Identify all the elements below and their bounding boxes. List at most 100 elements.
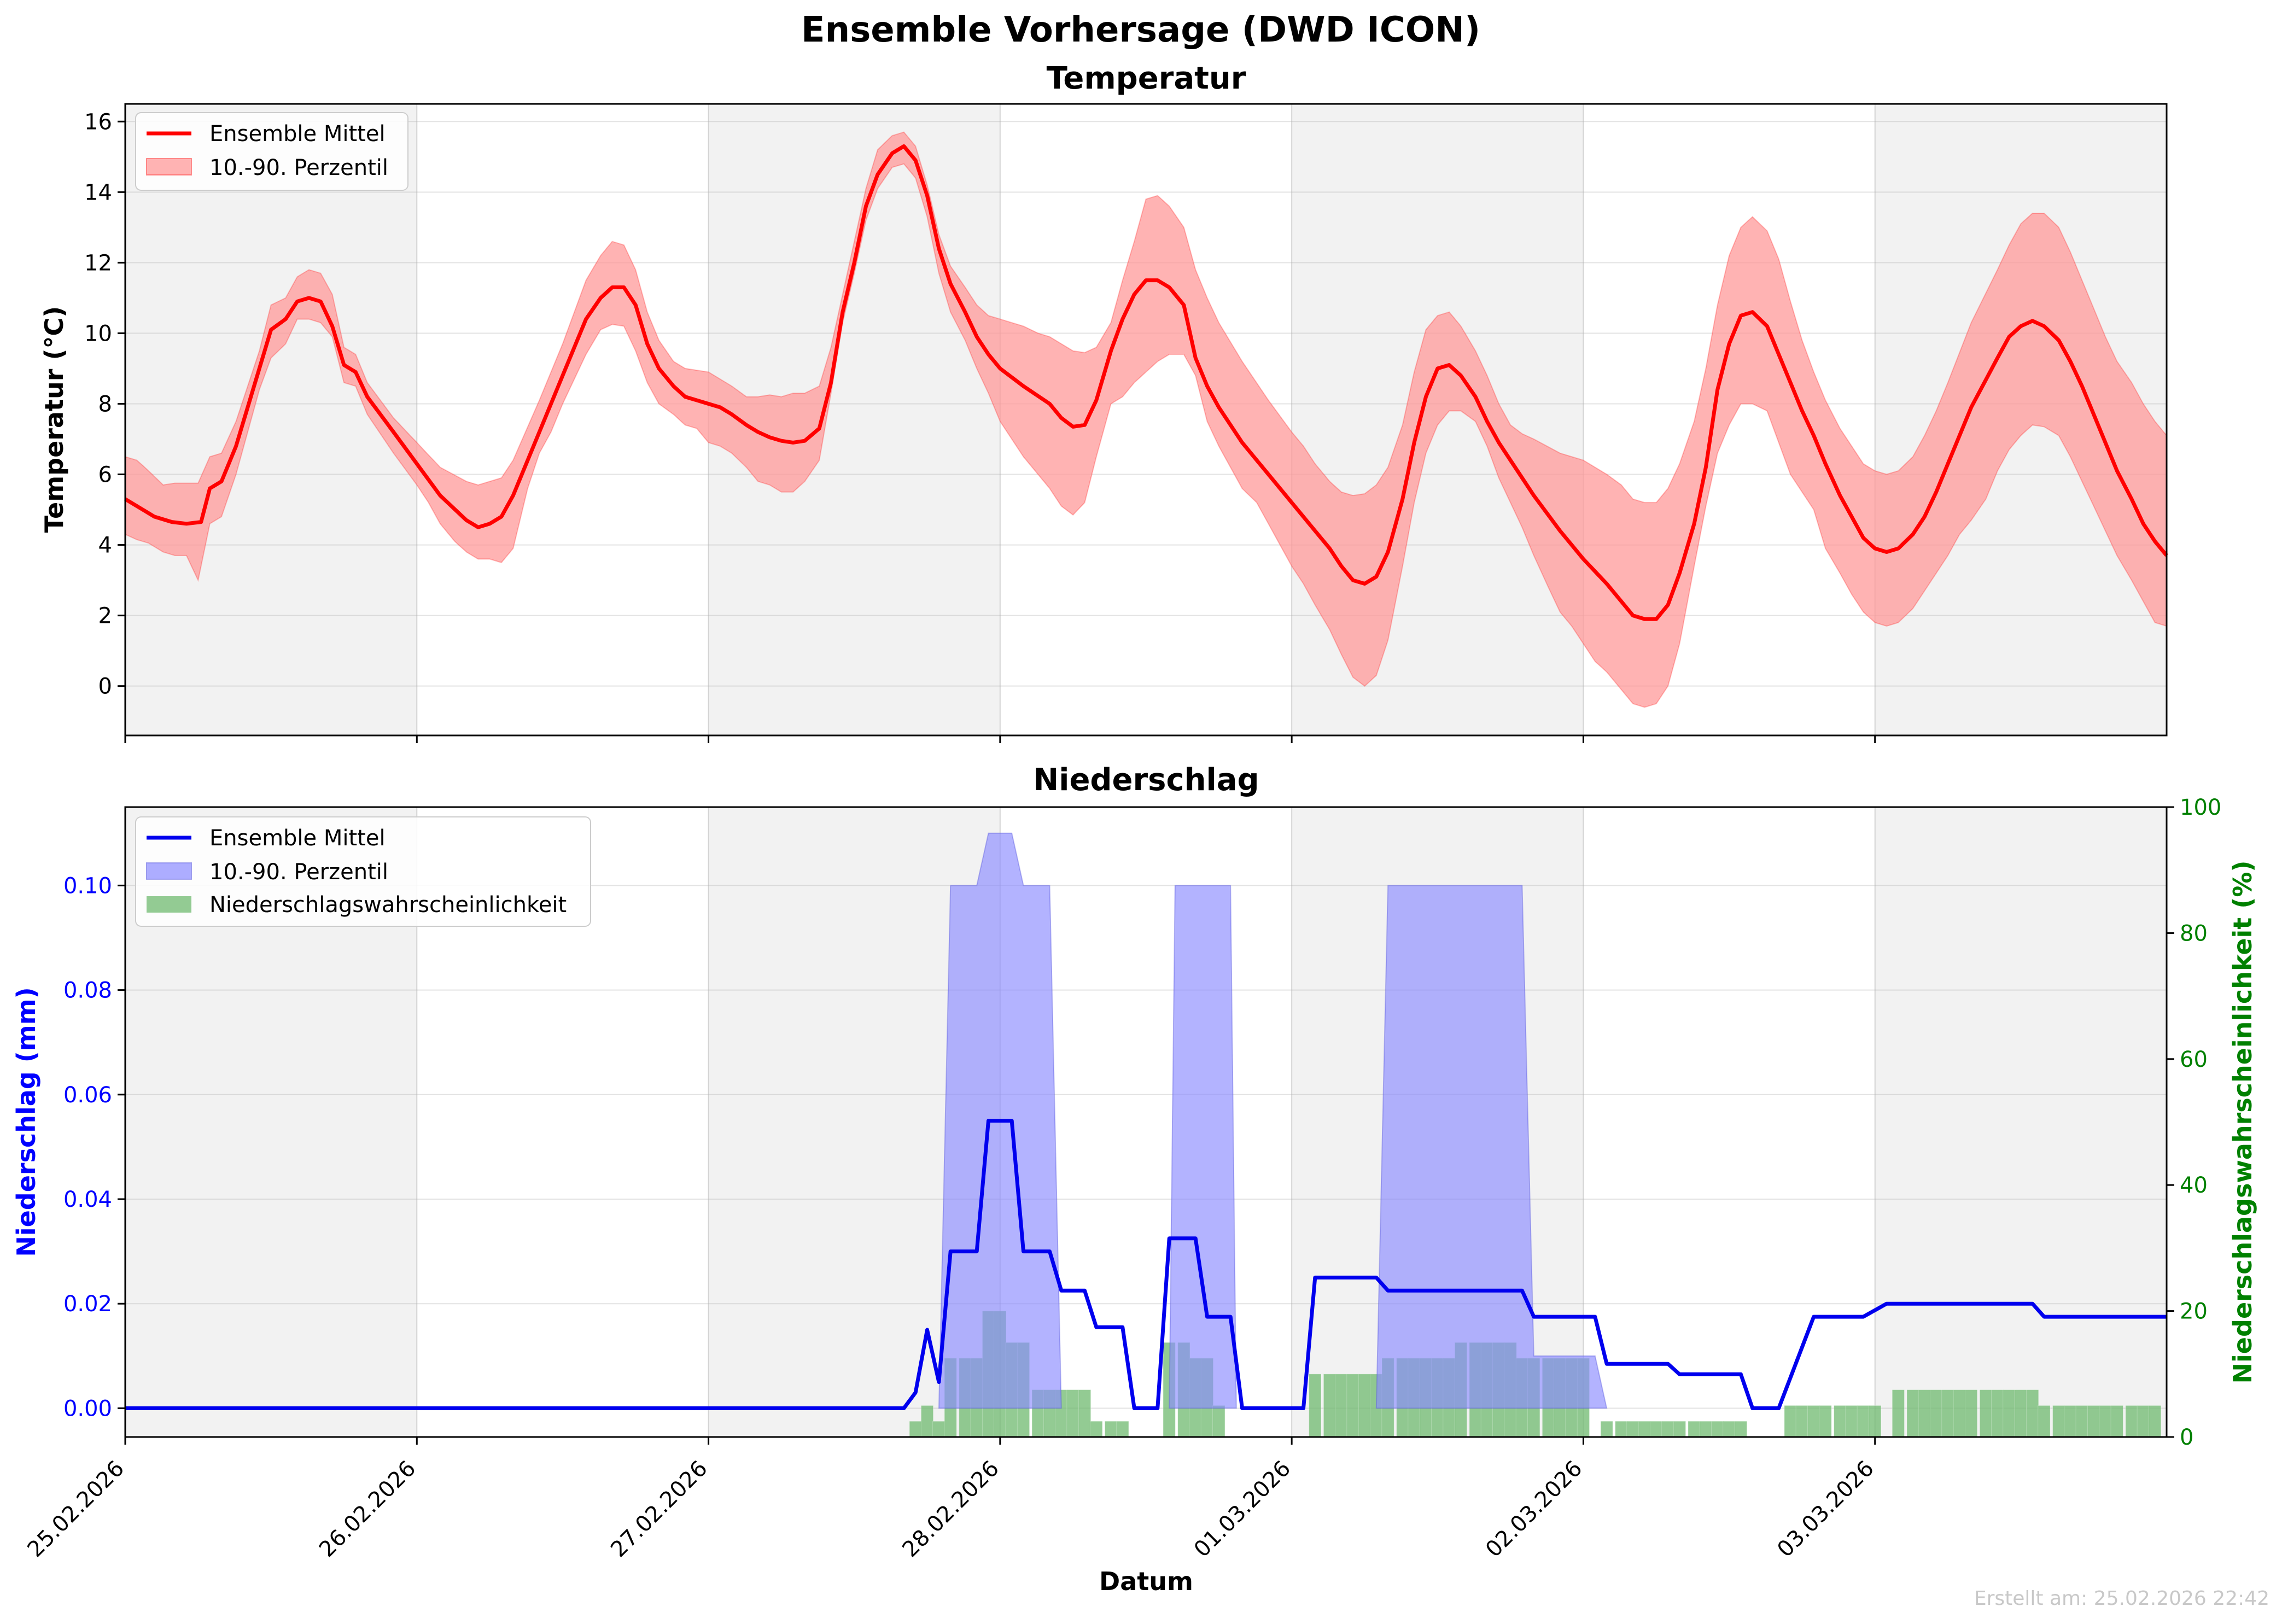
probability-bar [1711, 1421, 1724, 1438]
probability-bar [2125, 1405, 2138, 1438]
precipitation-panel: Niederschlag 0.00 0.02 0.04 0.06 0.08 0.10 0 2… [11, 762, 2257, 1562]
probability-bar [2026, 1389, 2039, 1438]
precipitation-y-tick-label: 0.04 [63, 1187, 112, 1212]
probability-bar [932, 1421, 946, 1438]
probability-bar [909, 1421, 922, 1438]
temperature-y-tick-label: 16 [84, 109, 112, 135]
probability-y2-tick-label: 20 [2180, 1299, 2208, 1324]
probability-bar [1892, 1389, 1905, 1438]
temperature-y-tick-label: 12 [84, 250, 112, 276]
precipitation-title: Niederschlag [1033, 762, 1259, 798]
temperature-y-tick-label: 2 [98, 604, 112, 629]
precipitation-y-tick-label: 0.08 [63, 978, 112, 1003]
created-timestamp: Erstellt am: 25.02.2026 22:42 [1974, 1587, 2269, 1610]
precipitation-y-tick-label: 0.10 [63, 873, 112, 898]
precipitation-y-ticks: 0.00 0.02 0.04 0.06 0.08 0.10 [63, 873, 125, 1421]
probability-bar [1869, 1405, 1882, 1438]
probability-y2-ticks: 0 20 40 60 80 100 [2167, 795, 2221, 1450]
probability-bar [1673, 1421, 1686, 1438]
precipitation-y-tick-label: 0.02 [63, 1292, 112, 1317]
probability-bar [2064, 1405, 2077, 1438]
probability-bar [1335, 1374, 1348, 1438]
day-shade-band [125, 104, 417, 735]
probability-bar [1078, 1389, 1092, 1438]
probability-bar [1723, 1421, 1736, 1438]
probability-bar [2099, 1405, 2112, 1438]
probability-bar [2087, 1405, 2100, 1438]
day-shade-band [1875, 807, 2167, 1437]
precipitation-legend-box [135, 816, 591, 927]
probability-bar [1991, 1389, 2004, 1438]
x-axis-label: Datum [1099, 1567, 1193, 1596]
temperature-y-tick-label: 14 [84, 180, 112, 205]
probability-y2-tick-label: 60 [2180, 1047, 2208, 1072]
probability-y2-tick-label: 100 [2180, 795, 2221, 820]
precipitation-band-segment [1169, 885, 1237, 1409]
probability-y2-tick-label: 0 [2180, 1425, 2193, 1450]
temperature-axes-frame [124, 103, 2168, 737]
probability-bar [1346, 1374, 1359, 1438]
temperature-percentile-band [125, 131, 2167, 708]
temperature-ylabel: Temperatur (°C) [39, 306, 69, 533]
probability-bar [2110, 1405, 2123, 1438]
probability-bar [1807, 1405, 1820, 1438]
probability-bar [1953, 1389, 1966, 1438]
probability-bar [1116, 1421, 1129, 1438]
probability-bar [1600, 1421, 1613, 1438]
temperature-y-tick-label: 10 [84, 321, 112, 346]
probability-bar [1638, 1421, 1651, 1438]
probability-bar [1930, 1389, 1943, 1438]
legend-swatch-percentile-band [146, 158, 192, 176]
probability-bar [1819, 1405, 1832, 1438]
probability-bar [1784, 1405, 1797, 1438]
temperature-y-tick-label: 8 [98, 392, 112, 417]
precipitation-axes-frame [124, 806, 2168, 1438]
precipitation-legend-band-label: 10.-90. Perzentil [209, 860, 388, 885]
probability-bar [2038, 1405, 2051, 1438]
probability-bar [1309, 1374, 1322, 1438]
probability-bar [2003, 1389, 2016, 1438]
temperature-panel: Temperatur 0 2 4 6 8 10 12 14 16 Temperatur (°C)… [39, 61, 2168, 743]
probability-bar [1834, 1405, 1847, 1438]
probability-bar [2137, 1405, 2150, 1438]
probability-bar [1845, 1405, 1858, 1438]
probability-bar [1906, 1389, 1919, 1438]
temperature-x-ticks [124, 735, 1876, 743]
probability-bar [1615, 1421, 1628, 1438]
temperature-legend: Ensemble Mittel 10.-90. Perzentil [135, 112, 408, 191]
probability-bar [1323, 1374, 1336, 1438]
probability-y2-tick-label: 40 [2180, 1173, 2208, 1198]
precipitation-legend: Ensemble Mittel 10.-90. Perzentil Nieder… [135, 816, 591, 927]
probability-bar [1212, 1405, 1225, 1438]
precipitation-legend-mean-label: Ensemble Mittel [209, 826, 386, 851]
probability-bar [1918, 1389, 1931, 1438]
probability-bar [1104, 1421, 1118, 1438]
probability-ylabel: Niederschlagswahrscheinlichkeit (%) [2228, 861, 2257, 1384]
temperature-y-tick-label: 0 [98, 674, 112, 699]
probability-bar [1066, 1389, 1079, 1438]
probability-bar [1965, 1389, 1978, 1438]
probability-bar [1795, 1405, 1809, 1438]
probability-bar [1734, 1421, 1748, 1438]
precipitation-y-tick-label: 0.00 [63, 1396, 112, 1421]
probability-bar [2149, 1405, 2162, 1438]
legend-swatch-probability [147, 896, 191, 913]
probability-bar [2014, 1389, 2027, 1438]
probability-bar [1358, 1374, 1371, 1438]
probability-bar [1650, 1421, 1663, 1438]
probability-bar [2052, 1405, 2065, 1438]
precipitation-band-segment [1375, 885, 1608, 1409]
temperature-y-tick-label: 4 [98, 533, 112, 558]
precipitation-y-tick-label: 0.06 [63, 1083, 112, 1108]
figure-suptitle: Ensemble Vorhersage (DWD ICON) [801, 10, 1480, 50]
precipitation-ylabel: Niederschlag (mm) [11, 987, 41, 1257]
probability-bar [920, 1405, 934, 1438]
probability-bar [2075, 1405, 2088, 1438]
probability-bar [1688, 1421, 1701, 1438]
probability-bar [1979, 1389, 1992, 1438]
probability-bar [1090, 1421, 1103, 1438]
temperature-legend-box [135, 112, 408, 191]
temperature-title: Temperatur [1047, 61, 1246, 96]
probability-bar [1699, 1421, 1713, 1438]
